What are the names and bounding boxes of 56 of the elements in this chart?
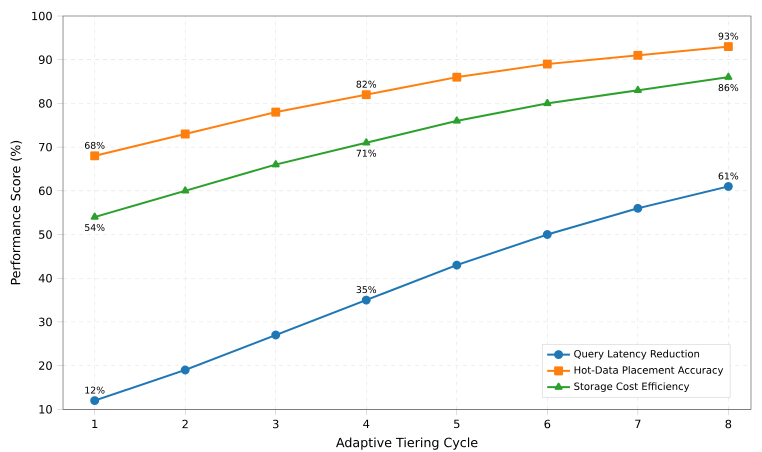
x-tick-label: 5: [454, 420, 460, 428]
data-label: 68%: [84, 142, 105, 149]
data-label: 86%: [718, 84, 738, 92]
point: [543, 98, 552, 106]
point: [90, 396, 100, 406]
data-label: 54%: [85, 224, 105, 232]
point: [634, 86, 642, 94]
point: [633, 204, 642, 213]
point: [452, 72, 462, 82]
legend-label: Query Latency Reduction: [574, 350, 700, 360]
point: [90, 151, 100, 160]
y-tick-label: 70: [39, 142, 52, 152]
point: [724, 182, 733, 191]
point: [633, 50, 642, 60]
y-tick-label: 90: [38, 55, 52, 64]
point: [542, 230, 552, 239]
x-tick-label: 8: [726, 420, 732, 428]
point: [362, 296, 371, 305]
data-label: 35%: [356, 286, 376, 294]
x-tick-label: 1: [92, 420, 98, 428]
y-tick-label: 40: [38, 274, 52, 283]
x-tick-label: 4: [363, 420, 370, 428]
legend-label: Storage Cost Efficiency: [574, 382, 690, 392]
data-label: 93%: [718, 32, 738, 40]
point: [452, 116, 461, 124]
x-tick-label: 7: [635, 420, 640, 428]
x-tick-label: 2: [182, 420, 188, 428]
point: [452, 260, 462, 270]
y-tick-label: 80: [38, 99, 52, 108]
point: [271, 108, 280, 117]
y-tick-label: 100: [32, 12, 52, 20]
y-tick-label: 10: [39, 405, 52, 414]
y-tick-label: 30: [39, 318, 52, 326]
x-axis-title: Adaptive Tiering Cycle: [336, 437, 478, 450]
y-axis-title: Performance Score (%): [10, 140, 22, 284]
data-label: 12%: [85, 386, 105, 394]
point: [181, 186, 190, 194]
point: [180, 366, 190, 374]
data-label: 82%: [356, 80, 376, 88]
point: [271, 330, 280, 340]
data-label: 71%: [356, 150, 376, 157]
point: [362, 138, 370, 146]
point: [724, 42, 733, 52]
data-label: 61%: [718, 172, 738, 180]
point: [90, 212, 99, 220]
x-tick-label: 6: [544, 420, 550, 428]
point: [724, 72, 732, 80]
y-tick-label: 60: [38, 186, 52, 196]
point: [272, 160, 280, 168]
legend-label: Hot-Data Placement Accuracy: [574, 366, 724, 376]
point: [180, 130, 190, 138]
y-tick-label: 20: [39, 361, 52, 370]
y-tick-label: 50: [39, 230, 52, 239]
point: [362, 90, 371, 100]
x-tick-label: 3: [272, 420, 278, 428]
point: [542, 60, 552, 69]
